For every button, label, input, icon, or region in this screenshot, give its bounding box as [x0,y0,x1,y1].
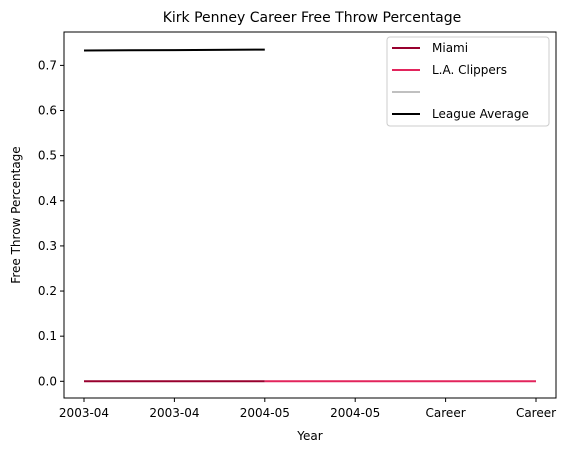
legend-label-3: League Average [432,107,529,121]
legend-frame [386,36,550,127]
x-axis-label: Year [296,429,322,443]
legend-label-0: Miami [432,41,468,55]
y-tick-label: 0.7 [38,58,57,72]
series-line-3 [83,48,265,52]
x-tick-label: 2004-05 [240,406,290,420]
y-tick-label: 0.0 [38,374,57,388]
chart-title: Kirk Penney Career Free Throw Percentage [163,10,462,26]
y-tick-label: 0.1 [38,329,57,343]
y-axis-label: Free Throw Percentage [9,146,23,283]
y-tick-label: 0.4 [38,194,57,208]
y-tick-label: 0.3 [38,239,57,253]
plot-frame [63,31,557,399]
x-axis: 2003-04 2003-04 2004-05 2004-05 Career Career [59,398,556,420]
y-tick-label: 0.5 [38,149,57,163]
x-tick-label: Career [516,406,556,420]
y-tick-label: 0.2 [38,284,57,298]
x-tick-label: 2004-05 [330,406,380,420]
x-tick-label: 2003-04 [149,406,199,420]
legend: Miami L.A. Clippers League Average [386,36,550,127]
legend-label-1: L.A. Clippers [432,63,507,77]
x-tick-label: 2003-04 [59,406,109,420]
x-tick-label: Career [426,406,466,420]
y-tick-label: 0.6 [38,104,57,118]
plot-lines [83,48,536,383]
y-axis: 0.0 0.1 0.2 0.3 0.4 0.5 0.6 0.7 [38,58,64,388]
